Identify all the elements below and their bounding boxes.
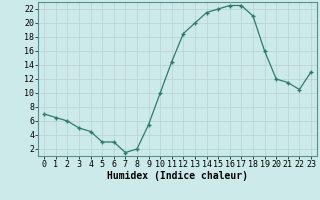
X-axis label: Humidex (Indice chaleur): Humidex (Indice chaleur) — [107, 171, 248, 181]
